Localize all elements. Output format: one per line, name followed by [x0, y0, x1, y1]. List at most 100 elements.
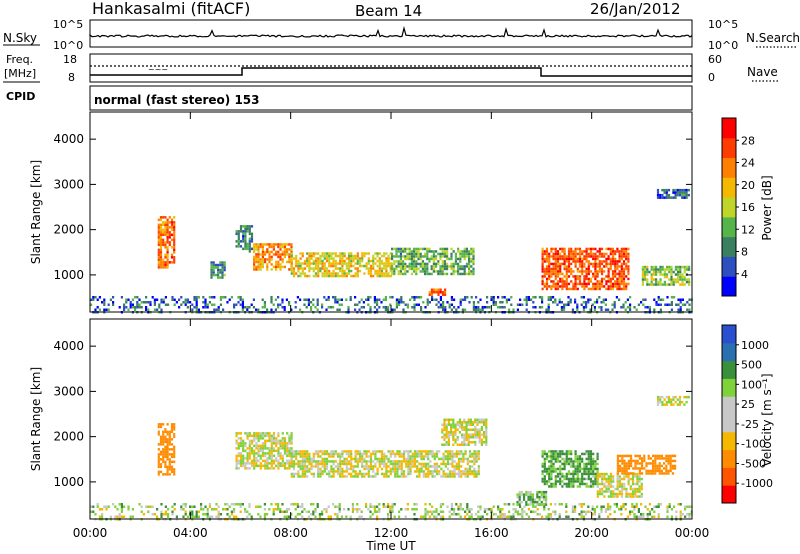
vel-cell	[463, 434, 465, 437]
vel-cell	[277, 432, 279, 435]
vel-cell	[561, 475, 563, 478]
vel-cell	[548, 485, 550, 488]
power-cell	[486, 301, 488, 304]
power-cell	[563, 304, 565, 307]
vel-cell	[597, 473, 599, 476]
vel-cell	[675, 396, 677, 399]
vel-cell	[525, 493, 527, 496]
vel-cell	[447, 475, 449, 478]
power-cell	[315, 275, 317, 278]
vel-cell	[623, 455, 625, 458]
vel-cell	[244, 508, 246, 511]
vel-cell	[653, 506, 655, 509]
power-cell	[553, 268, 555, 271]
vel-cell	[304, 468, 306, 471]
power-cell	[368, 252, 370, 255]
vel-cell	[555, 460, 557, 463]
vel-cell	[249, 445, 251, 448]
power-cell	[546, 270, 548, 273]
power-cell	[313, 255, 315, 257]
power-cell	[400, 265, 402, 268]
vel-cell	[249, 435, 251, 438]
power-cell	[653, 273, 655, 276]
vel-cell	[680, 516, 682, 519]
vel-cell	[592, 460, 594, 463]
vel-cell	[427, 475, 429, 478]
vel-cell	[605, 508, 607, 511]
vel-cell	[158, 426, 160, 429]
power-cell	[470, 270, 472, 273]
colorbar-swatch	[722, 343, 736, 361]
power-cell	[627, 265, 629, 268]
vel-cell	[416, 453, 418, 456]
vel-cell	[586, 458, 588, 461]
vel-cell	[226, 508, 228, 511]
power-cell	[575, 255, 577, 258]
power-cell	[490, 296, 492, 299]
power-cell	[629, 306, 631, 309]
vel-cell	[324, 468, 326, 471]
vel-cell	[370, 463, 372, 466]
vel-cell	[333, 450, 335, 453]
vel-cell	[335, 465, 337, 468]
power-cell	[625, 250, 627, 253]
vel-cell	[377, 450, 379, 453]
vel-cell	[311, 473, 313, 476]
vel-cell	[191, 506, 193, 509]
power-cell	[385, 267, 387, 270]
vel-cell	[273, 460, 275, 463]
power-cell	[594, 268, 596, 271]
vel-cell	[579, 468, 581, 471]
power-cell	[622, 304, 624, 307]
vel-cell	[291, 442, 293, 445]
vel-cell	[174, 508, 176, 511]
power-cell	[162, 264, 164, 267]
vel-cell	[538, 496, 540, 499]
power-cell	[279, 258, 281, 261]
vel-cell	[372, 470, 374, 473]
power-cell	[539, 306, 541, 309]
power-cell	[561, 263, 563, 266]
power-cell	[568, 283, 570, 286]
vel-cell	[209, 516, 211, 519]
power-cell	[315, 260, 317, 263]
power-cell	[424, 248, 426, 251]
vel-cell	[277, 503, 279, 506]
power-cell	[672, 189, 674, 192]
vel-cell	[625, 503, 627, 506]
power-cell	[253, 261, 255, 264]
power-cell	[453, 270, 455, 273]
vel-cell	[158, 463, 160, 466]
vel-cell	[335, 453, 337, 456]
vel-cell	[185, 503, 187, 506]
vel-cell	[429, 460, 431, 463]
vel-cell	[286, 442, 288, 445]
vel-cell	[242, 457, 244, 460]
vel-cell	[548, 470, 550, 473]
power-cell	[306, 306, 308, 309]
power-cell	[359, 260, 361, 263]
vel-cell	[249, 455, 251, 458]
power-region	[657, 189, 690, 199]
power-cell	[590, 280, 592, 283]
power-cell	[672, 191, 674, 194]
vel-cell	[244, 432, 246, 435]
power-cell	[577, 288, 579, 291]
power-cell	[354, 304, 356, 307]
vel-cell	[592, 453, 594, 456]
vel-cell	[249, 440, 251, 443]
power-cell	[546, 278, 548, 281]
vel-cell	[339, 475, 341, 478]
power-cell	[616, 273, 618, 276]
vel-cell	[452, 444, 454, 447]
power-cell	[333, 265, 335, 268]
power-cell	[413, 248, 415, 251]
power-cell	[328, 275, 330, 278]
vel-region	[441, 419, 487, 447]
vel-cell	[640, 503, 642, 506]
vel-cell	[581, 460, 583, 463]
vel-cell	[653, 516, 655, 519]
power-cell	[651, 278, 653, 281]
power-cell	[411, 260, 413, 263]
vel-cell	[478, 473, 480, 476]
